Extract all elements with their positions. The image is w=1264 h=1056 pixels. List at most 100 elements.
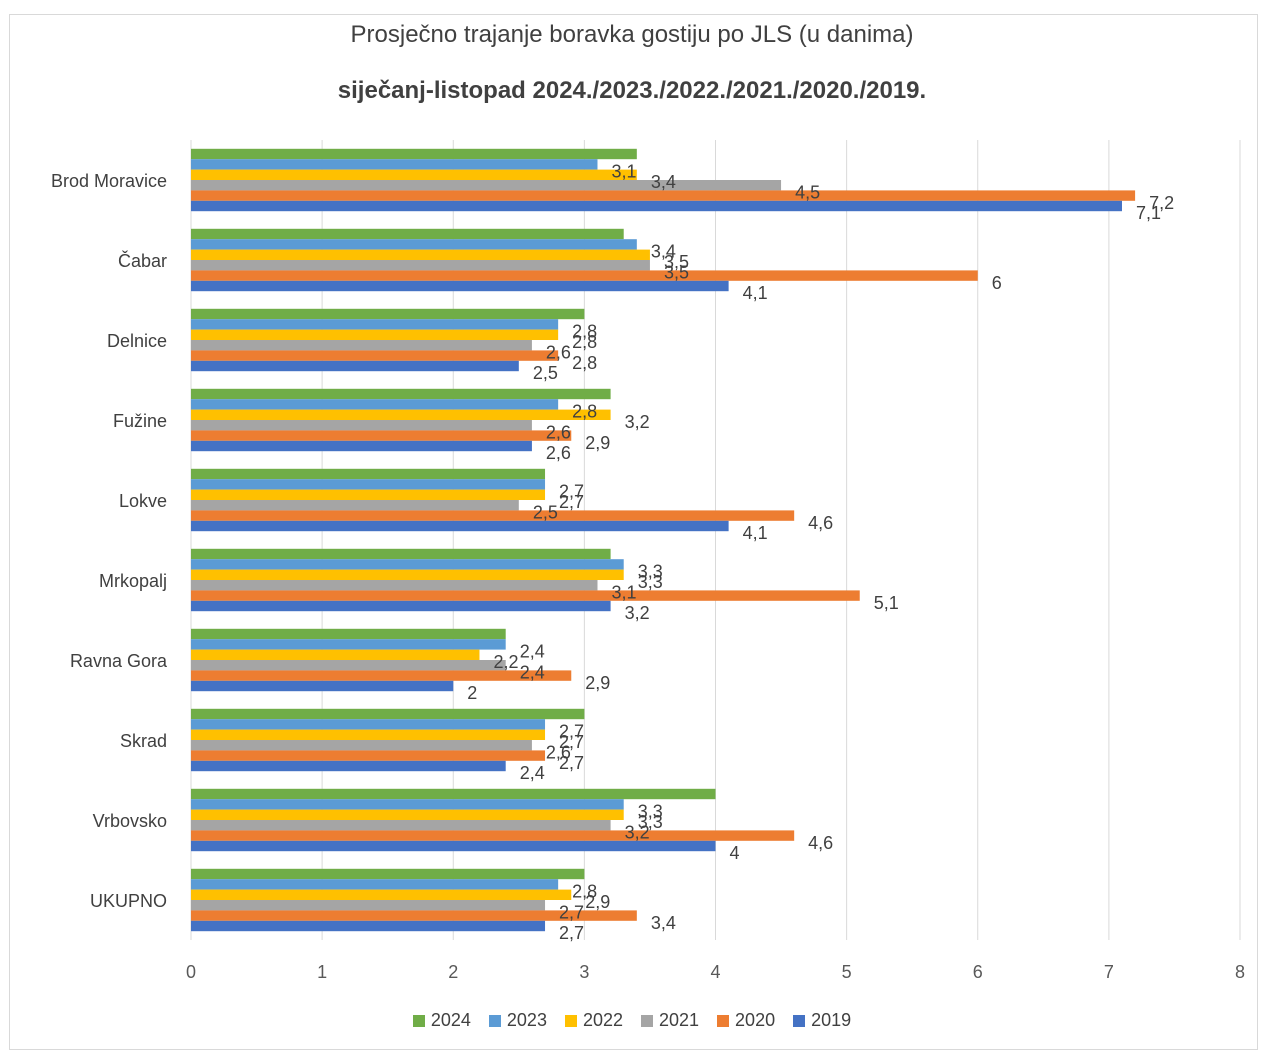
data-label: 2,4 bbox=[520, 763, 545, 783]
data-label: 2,5 bbox=[533, 363, 558, 383]
legend-item: 2022 bbox=[564, 1010, 623, 1031]
bar-2020 bbox=[191, 510, 795, 521]
bar-2020 bbox=[191, 750, 546, 761]
data-label: 2,5 bbox=[533, 502, 558, 522]
data-label: 2,6 bbox=[546, 342, 571, 362]
bar-2023 bbox=[191, 799, 624, 810]
bar-2024 bbox=[191, 628, 506, 640]
bar-2020 bbox=[191, 350, 559, 361]
data-label: 7,1 bbox=[1136, 203, 1161, 223]
legend-swatch bbox=[641, 1014, 653, 1027]
legend-item: 2021 bbox=[641, 1010, 699, 1031]
x-tick-label: 4 bbox=[710, 962, 720, 982]
bar-2024 bbox=[191, 228, 624, 240]
data-label: 2,9 bbox=[585, 673, 610, 693]
bar-2024 bbox=[191, 548, 611, 560]
legend-label: 2020 bbox=[735, 1010, 776, 1030]
bar-2020 bbox=[191, 670, 572, 681]
data-label: 3,3 bbox=[638, 562, 663, 582]
legend-label: 2023 bbox=[506, 1010, 547, 1030]
data-label: 4 bbox=[730, 843, 740, 863]
bar-2024 bbox=[191, 468, 546, 480]
data-label: 2,8 bbox=[572, 332, 597, 352]
x-tick-label: 0 bbox=[186, 962, 196, 982]
chart-title: Prosječno trajanje boravka gostiju po JL… bbox=[350, 21, 914, 48]
data-label: 7,2 bbox=[1149, 193, 1174, 213]
data-label: 3,2 bbox=[625, 603, 650, 623]
bar-2024 bbox=[191, 788, 716, 800]
data-label: 3,5 bbox=[664, 252, 689, 272]
bar-2023 bbox=[191, 479, 546, 490]
bar-2020 bbox=[191, 590, 860, 601]
bar-2022 bbox=[191, 409, 611, 420]
bar-2022 bbox=[191, 809, 624, 820]
category-label: Fužine bbox=[113, 411, 167, 431]
legend-swatch bbox=[412, 1014, 425, 1027]
chart-subtitle: siječanj-listopad 2024./2023./2022./2021… bbox=[337, 77, 927, 104]
bar-2020 bbox=[191, 430, 572, 441]
legend-label: 2022 bbox=[582, 1010, 623, 1030]
legend-item: 2019 bbox=[793, 1010, 851, 1031]
data-label: 3,4 bbox=[651, 172, 676, 192]
data-label: 4,5 bbox=[795, 182, 820, 202]
data-label: 2,9 bbox=[585, 892, 610, 912]
legend-item: 2024 bbox=[412, 1010, 471, 1031]
data-label: 4,6 bbox=[808, 833, 833, 853]
bar-2023 bbox=[191, 639, 506, 650]
bar-2021 bbox=[191, 500, 519, 511]
bar-2024 bbox=[191, 868, 585, 880]
x-tick-label: 8 bbox=[1235, 962, 1245, 982]
data-label: 2,7 bbox=[559, 732, 584, 752]
bar-2019 bbox=[191, 200, 1122, 212]
x-tick-labels: 0 1 2 3 4 5 6 7 8 bbox=[186, 962, 1245, 982]
bar-2021 bbox=[191, 180, 782, 191]
data-label: 2,8 bbox=[572, 402, 597, 422]
bar-2023 bbox=[191, 399, 559, 410]
data-label: 2,6 bbox=[546, 443, 571, 463]
category-label: Mrkopalj bbox=[99, 571, 167, 591]
bar-2019 bbox=[191, 280, 729, 292]
data-label: 2,8 bbox=[572, 353, 597, 373]
data-label: 2,7 bbox=[559, 753, 584, 773]
data-label: 2,6 bbox=[546, 422, 571, 442]
data-label: 3,1 bbox=[611, 162, 636, 182]
bar-2023 bbox=[191, 239, 637, 250]
bar-2023 bbox=[191, 879, 559, 890]
data-label: 3,5 bbox=[664, 262, 689, 282]
legend: 2024 2023 2022 2021 2020 2019 bbox=[0, 1010, 1264, 1031]
bar-2021 bbox=[191, 900, 546, 911]
bar-2019 bbox=[191, 840, 716, 852]
data-label: 2,9 bbox=[585, 433, 610, 453]
data-label: 4,6 bbox=[808, 513, 833, 533]
category-label: UKUPNO bbox=[90, 891, 167, 911]
bar-2019 bbox=[191, 440, 532, 452]
bar-2022 bbox=[191, 169, 637, 180]
x-tick-label: 5 bbox=[842, 962, 852, 982]
bar-2021 bbox=[191, 740, 532, 751]
legend-swatch bbox=[793, 1014, 806, 1027]
bar-2019 bbox=[191, 680, 454, 692]
legend-item: 2020 bbox=[717, 1010, 775, 1031]
bar-2022 bbox=[191, 889, 572, 900]
bar-2020 bbox=[191, 830, 795, 841]
data-label: 3,3 bbox=[638, 572, 663, 592]
data-label: 2,7 bbox=[559, 722, 584, 742]
data-label: 3,4 bbox=[651, 913, 676, 933]
category-label: Lokve bbox=[119, 491, 167, 511]
bar-2024 bbox=[191, 388, 611, 400]
bar-2022 bbox=[191, 649, 480, 660]
data-label: 2,7 bbox=[559, 482, 584, 502]
data-label: 2,8 bbox=[572, 882, 597, 902]
bar-2019 bbox=[191, 360, 519, 372]
category-label: Brod Moravice bbox=[51, 171, 167, 191]
bar-2021 bbox=[191, 660, 506, 671]
x-tick-label: 1 bbox=[317, 962, 327, 982]
data-label: 3,2 bbox=[625, 412, 650, 432]
bar-2019 bbox=[191, 920, 546, 932]
data-label: 3,1 bbox=[611, 582, 636, 602]
legend-item: 2023 bbox=[488, 1010, 547, 1031]
legend-label: 2021 bbox=[659, 1010, 700, 1030]
data-label: 3,2 bbox=[625, 822, 650, 842]
legend-swatch bbox=[717, 1014, 730, 1027]
